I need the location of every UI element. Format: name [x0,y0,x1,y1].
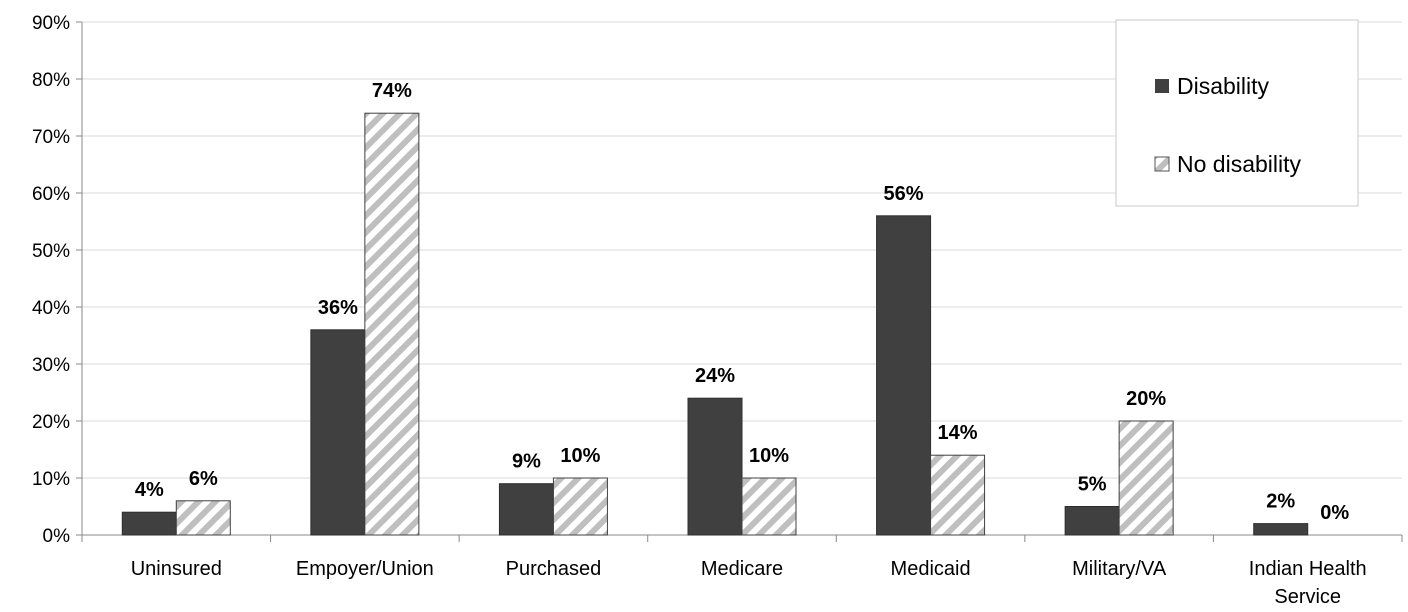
x-category-label: Empoyer/Union [296,558,434,580]
legend: Disability No disability [1115,19,1359,207]
legend-box [1115,19,1359,207]
legend-label-no-disability: No disability [1177,151,1301,177]
legend-label-disability: Disability [1177,73,1270,99]
x-axis-categories: Uninsured Empoyer/Union Purchased Medicare M… [131,558,1367,608]
x-category-label: Indian Health Service [1249,558,1367,608]
y-tick-label: 50% [32,241,70,262]
y-tick-label: 90% [32,13,70,34]
x-category-label: Uninsured [131,558,222,580]
data-label: 6% [189,468,218,490]
y-tick-label: 60% [32,184,70,205]
legend-swatch-disability [1155,79,1169,93]
data-label: 14% [938,422,978,444]
bar-disability [1253,523,1309,536]
y-tick-label: 10% [32,469,70,490]
y-tick-label: 70% [32,127,70,148]
bar-disability [121,511,177,536]
bar-no-disability [741,477,797,536]
data-label: 10% [749,445,789,467]
gridlines [82,21,1402,479]
y-tick-label: 20% [32,412,70,433]
data-label: 36% [318,297,358,319]
bar-no-disability [364,112,420,536]
y-axis-ticks: 0% 10% 20% 30% 40% 50% 60% 70% 80% 90% [32,13,70,547]
bar-disability [1064,506,1120,536]
data-label: 9% [512,451,541,473]
bar-no-disability [1118,420,1174,536]
data-label: 10% [560,445,600,467]
data-label: 24% [695,365,735,387]
data-label: 4% [135,479,164,501]
bar-disability [310,329,366,536]
bar-no-disability [552,477,608,536]
data-label: 56% [884,183,924,205]
bar-no-disability [930,454,986,536]
data-label: 2% [1266,491,1295,513]
x-category-label: Medicaid [891,558,971,580]
bar-disability [687,397,743,536]
data-label: 5% [1078,474,1107,496]
bar-disability [876,215,932,536]
bar-disability [498,483,554,536]
data-label: 74% [372,80,412,102]
y-tick-label: 80% [32,70,70,91]
x-category-label: Medicare [701,558,783,580]
data-labels: 4% 36% 9% 24% 56% 5% 2% 6% 74% 10% 10% 14% 20% 0% [135,80,1350,524]
y-tick-label: 30% [32,355,70,376]
x-category-label: Military/VA [1072,558,1167,580]
bar-no-disability [175,500,231,536]
data-label: 20% [1126,388,1166,410]
x-category-label: Purchased [506,558,602,580]
bars [121,112,1309,536]
y-tick-label: 40% [32,298,70,319]
y-tick-label: 0% [43,526,71,547]
data-label: 0% [1320,502,1349,524]
legend-swatch-no-disability [1154,156,1170,172]
